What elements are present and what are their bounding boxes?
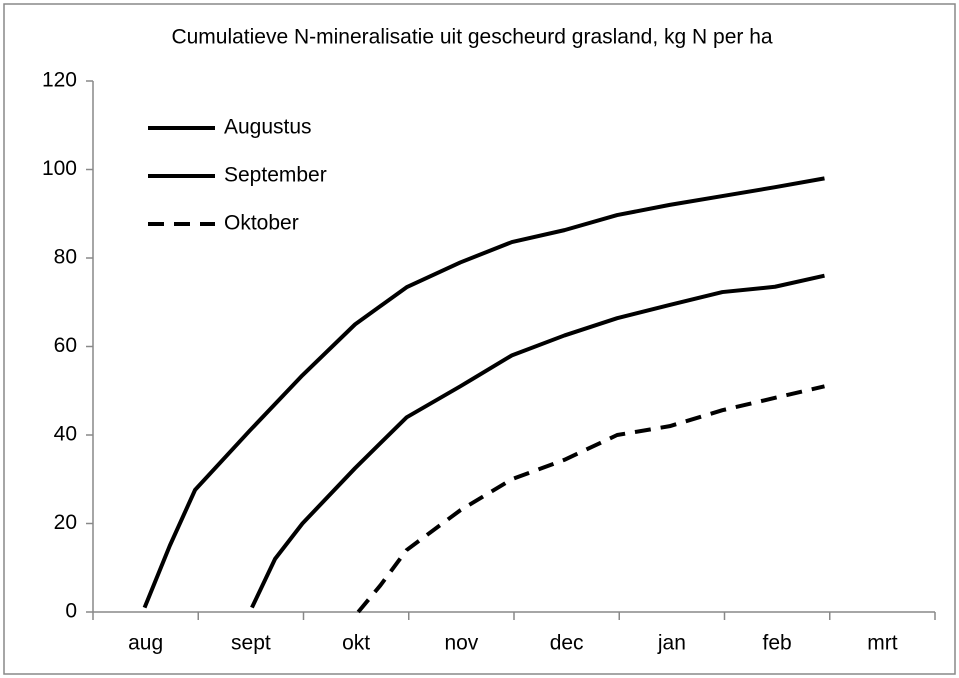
x-tick-label: jan (657, 632, 686, 655)
chart-frame (3, 3, 956, 675)
x-tick-label: dec (550, 632, 584, 655)
y-tick-label: 0 (65, 600, 77, 623)
x-tick-label: nov (444, 632, 478, 655)
chart-title: Cumulatieve N-mineralisatie uit gescheur… (171, 26, 772, 49)
series-line (142, 176, 825, 609)
y-tick-label: 20 (54, 511, 77, 534)
y-tick-label: 80 (54, 246, 77, 269)
legend-label: Oktober (224, 212, 299, 235)
x-tick-label: feb (763, 632, 792, 655)
y-tick-label: 60 (54, 334, 77, 357)
legend-label: Augustus (224, 116, 312, 139)
x-tick-label: mrt (867, 632, 897, 655)
x-tick-label: okt (342, 632, 370, 655)
x-tick-label: sept (231, 632, 271, 655)
series-line (250, 273, 825, 609)
y-tick-label: 40 (54, 423, 77, 446)
series-line (356, 384, 825, 614)
y-tick-label: 100 (42, 157, 77, 180)
legend-label: September (224, 164, 327, 187)
y-tick-label: 120 (42, 69, 77, 92)
x-tick-label: aug (128, 632, 163, 655)
